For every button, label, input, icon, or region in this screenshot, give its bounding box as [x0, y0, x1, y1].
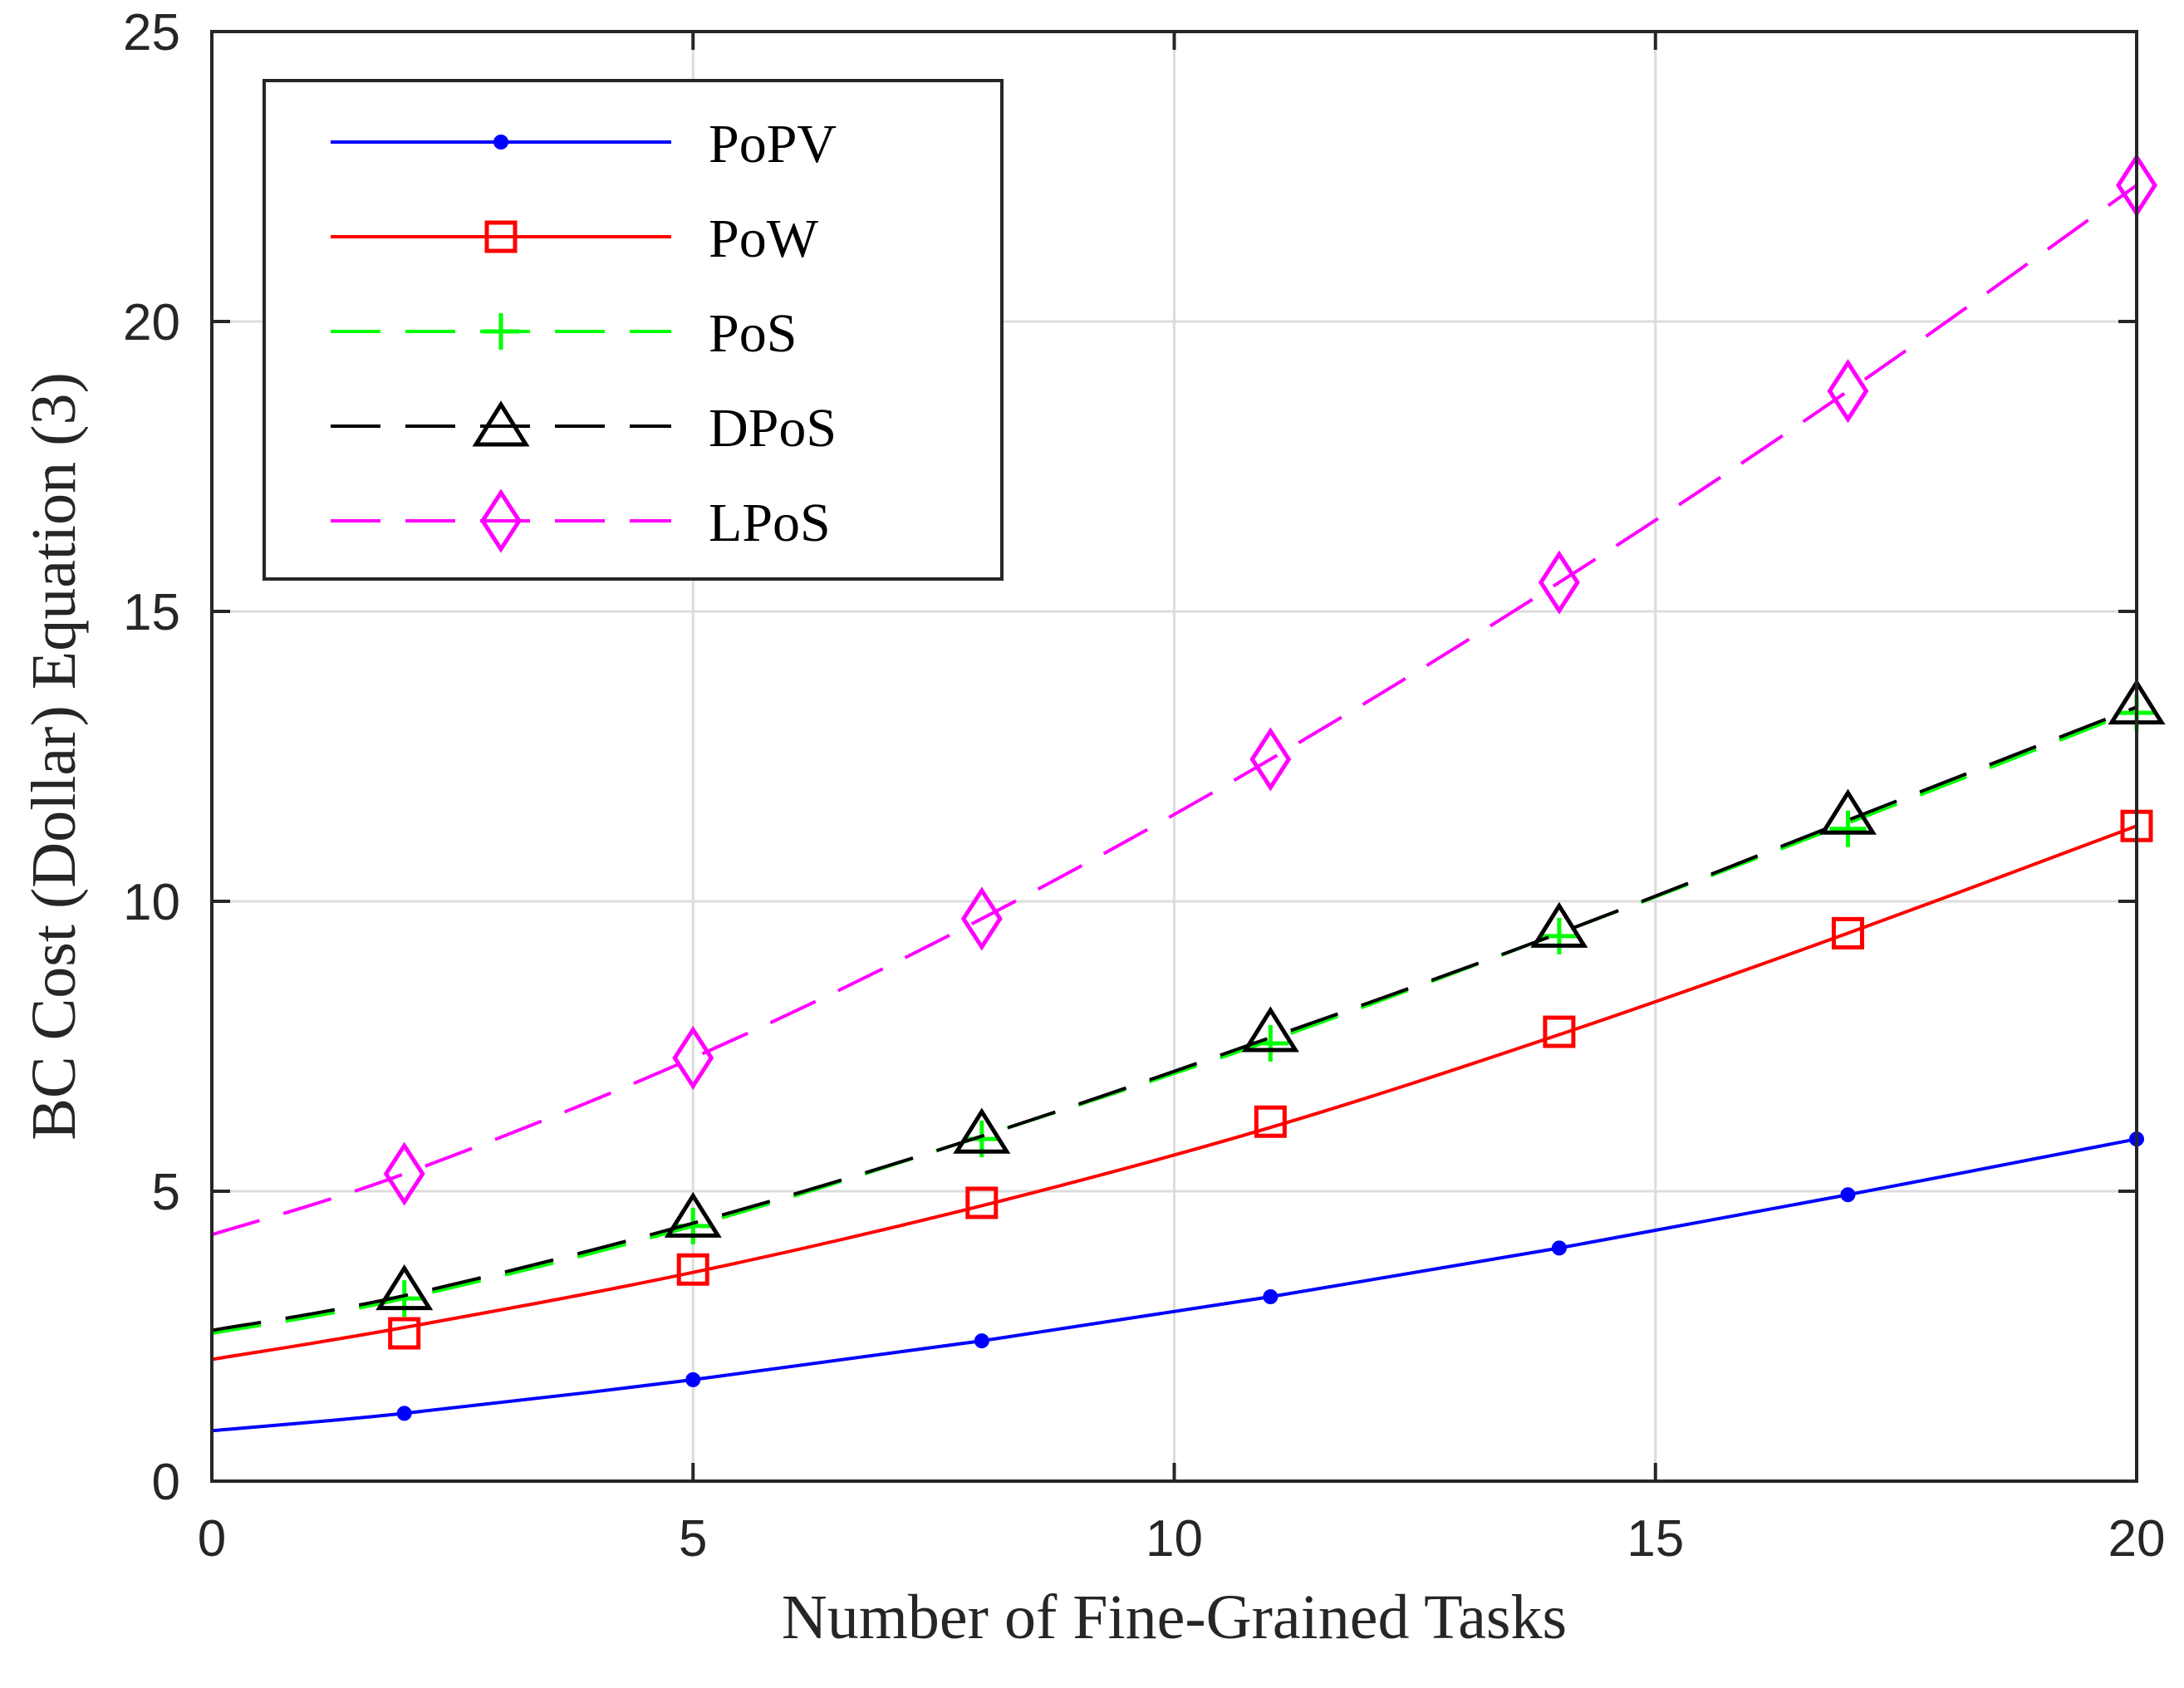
y-tick-label: 0 [152, 1454, 180, 1511]
series-layer [211, 153, 2166, 1433]
data-point [664, 1191, 722, 1238]
legend-label: LPoS [709, 493, 831, 553]
legend-label: DPoS [709, 398, 837, 459]
data-point [396, 1406, 412, 1421]
data-point [375, 1264, 434, 1311]
data-point [1254, 1105, 1287, 1138]
data-point [960, 886, 1003, 951]
x-tick-label: 10 [1146, 1510, 1203, 1568]
data-point [1530, 901, 1588, 948]
legend-entry-dpos: DPoS [331, 398, 837, 459]
data-point [1241, 1006, 1299, 1053]
y-tick-label: 5 [152, 1164, 180, 1221]
x-tick-label: 20 [2108, 1510, 2166, 1568]
data-point [1840, 1187, 1856, 1203]
data-point [1263, 1289, 1278, 1305]
series-line [211, 824, 2137, 1362]
data-point [974, 1333, 989, 1349]
data-point [1829, 810, 1867, 847]
y-tick-label: 20 [123, 294, 180, 351]
data-point [493, 135, 508, 150]
x-tick-label: 5 [679, 1510, 707, 1568]
legend: PoPV PoW PoS DPoS LPoS [263, 79, 1004, 581]
legend-entry-pow: PoW [331, 209, 819, 269]
data-point [672, 1025, 714, 1091]
data-point [676, 1253, 709, 1286]
data-point [965, 1186, 999, 1219]
data-point [1831, 916, 1864, 950]
data-point [484, 220, 518, 253]
y-tick-label: 15 [123, 584, 180, 641]
data-point [685, 1372, 701, 1387]
series-popv [211, 1131, 2144, 1433]
y-tick-label: 25 [123, 4, 180, 61]
data-point [1827, 359, 1869, 424]
legend-label: PoPV [709, 114, 837, 174]
legend-entry-lpos: LPoS [331, 488, 831, 553]
legend-entry-popv: PoPV [331, 114, 837, 174]
data-point [480, 488, 522, 553]
axes: 0 5 10 15 20 0 5 10 15 20 25 Number of Fine-Grained… [19, 4, 2165, 1652]
data-point [1249, 727, 1292, 792]
series-lpos [211, 153, 2157, 1237]
series-line [211, 705, 2137, 1332]
y-tick-label: 10 [123, 874, 180, 931]
data-point [1818, 788, 1877, 835]
legend-label: PoW [709, 209, 819, 269]
x-tick-label: 0 [198, 1510, 226, 1568]
data-point [953, 1107, 1011, 1154]
x-axis-title: Number of Fine-Grained Tasks [782, 1582, 1567, 1652]
data-point [388, 1317, 421, 1350]
data-point [1551, 1240, 1567, 1256]
data-point [1543, 1015, 1576, 1048]
x-tick-label: 15 [1627, 1510, 1684, 1568]
data-point [472, 400, 530, 447]
legend-label: PoS [709, 303, 797, 364]
legend-entry-pos: PoS [331, 303, 797, 364]
series-line [211, 184, 2138, 1237]
series-line [211, 1137, 2137, 1433]
y-axis-title: BC Cost (Dollar) Equation (3) [19, 372, 89, 1141]
data-point [483, 313, 519, 350]
data-point [383, 1141, 425, 1206]
data-point [1538, 550, 1580, 615]
